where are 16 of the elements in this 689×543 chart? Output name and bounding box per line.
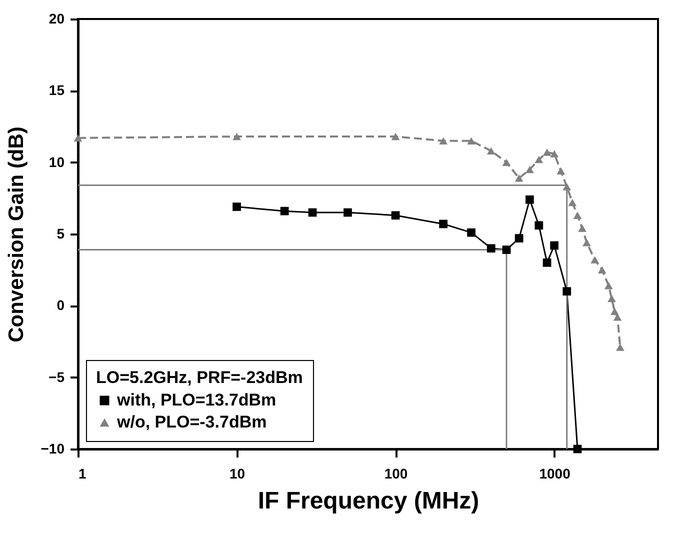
y-tick-label: −10 xyxy=(40,440,65,456)
y-axis-title: Conversion Gain (dB) xyxy=(4,126,28,342)
y-tick-label: 0 xyxy=(56,297,65,314)
y-tick-label: 20 xyxy=(48,10,65,26)
legend-title: LO=5.2GHz, PRF=-23dBm xyxy=(96,368,303,387)
x-axis-title: IF Frequency (MHz) xyxy=(258,488,480,514)
x-tick-label: 1000 xyxy=(539,466,571,482)
legend-label: with, PLO=13.7dBm xyxy=(116,390,276,410)
y-tick-label: −5 xyxy=(48,368,65,385)
legend-label: w/o, PLO=-3.7dBm xyxy=(116,412,267,432)
x-tick-label: 100 xyxy=(384,466,408,482)
x-tick-label: 1 xyxy=(78,466,86,482)
y-tick-label: 15 xyxy=(48,82,65,98)
y-tick-label: 10 xyxy=(48,154,65,170)
x-tick-label: 10 xyxy=(229,466,246,482)
y-tick-label: 5 xyxy=(56,226,65,242)
